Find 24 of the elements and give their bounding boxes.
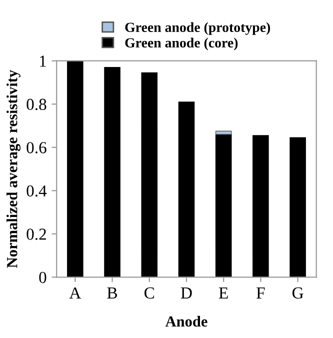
x-tick-label: G	[292, 287, 304, 299]
y-tick-label: 0.2	[26, 228, 46, 240]
y-axis-title: Normalized average resistivity	[6, 70, 20, 268]
y-tick-label: 1	[40, 56, 46, 67]
bar	[178, 102, 195, 278]
x-axis-title: Anode	[165, 316, 208, 327]
bar	[141, 72, 158, 278]
x-tick-label: E	[218, 288, 228, 298]
x-tick-label: F	[256, 288, 265, 298]
bar	[215, 134, 232, 278]
bar	[104, 66, 120, 278]
x-tick-label: B	[107, 288, 118, 298]
bar	[252, 135, 269, 278]
legend-label: Green anode (core)	[125, 38, 238, 50]
bar	[67, 60, 84, 278]
y-tick-label: 0.8	[26, 98, 46, 110]
x-tick-label: C	[144, 287, 154, 299]
y-tick-label: 0.6	[26, 142, 46, 154]
x-tick-label: A	[69, 287, 82, 298]
y-tick-label: 0.4	[26, 185, 47, 197]
x-tick-label: D	[180, 288, 192, 298]
bar	[290, 137, 306, 278]
y-tick-label: 0	[39, 272, 46, 284]
legend-label: Green anode (prototype)	[125, 22, 270, 35]
